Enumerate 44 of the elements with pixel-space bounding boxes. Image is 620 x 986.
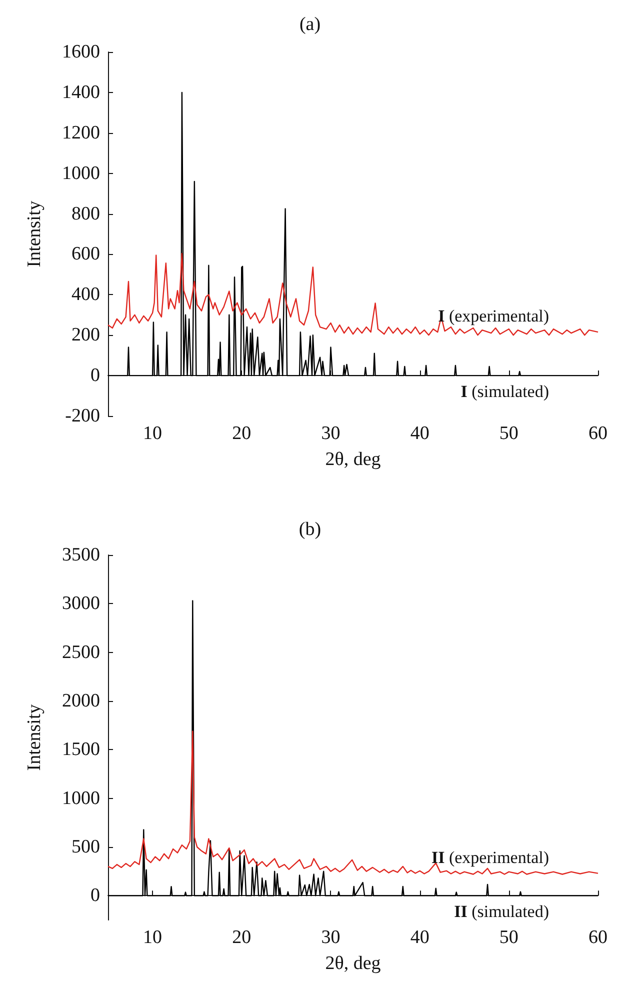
x-tick-label: 30 [321,927,340,948]
y-tick-label: 0 [90,885,100,906]
x-axis-title: 2θ, deg [325,953,382,974]
y-axis-title: Intensity [24,200,45,268]
x-tick-label: 40 [410,423,430,444]
chart-title: (a) [299,14,321,35]
x-tick-label: 20 [232,423,252,444]
line-series [107,252,599,336]
y-tick-label: 200 [72,324,100,346]
y-tick-label: 1000 [62,788,100,809]
chart-title: (b) [298,519,322,540]
y-tick-label: 500 [72,836,100,858]
y-tick-label: 2000 [62,690,100,712]
series-label: I (experimental) [438,306,550,326]
y-tick-label: 1200 [62,122,100,144]
x-tick-label: 10 [143,423,162,444]
y-tick-label: 400 [72,284,100,306]
x-tick-label: 30 [321,423,340,444]
series-label: II (experimental) [431,848,550,867]
y-tick-label: 600 [72,244,100,265]
y-tick-label: 0 [90,365,100,386]
x-tick-label: 10 [143,927,162,948]
line-series [107,600,599,896]
y-tick-label: 1500 [62,739,100,760]
y-tick-label: 1000 [62,162,100,184]
y-tick-label: 800 [72,203,100,224]
x-tick-label: 50 [499,423,518,444]
x-axis-title: 2θ, deg [325,449,382,470]
x-tick-label: 60 [588,927,608,948]
series-label: II (simulated) [454,902,549,922]
y-tick-label: 2500 [62,642,100,663]
y-axis-title: Intensity [24,704,45,771]
y-tick-label: 3000 [62,593,100,614]
series-label: I (simulated) [460,382,549,402]
line-series [107,92,599,376]
y-tick-label: -200 [65,406,100,426]
y-tick-label: 3500 [62,544,100,566]
y-tick-label: 1600 [62,42,100,62]
y-tick-label: 1400 [62,82,100,103]
line-series [107,730,599,875]
x-tick-label: 40 [410,927,430,948]
x-tick-label: 20 [232,927,252,948]
x-tick-label: 50 [499,927,518,948]
x-tick-label: 60 [588,423,608,444]
